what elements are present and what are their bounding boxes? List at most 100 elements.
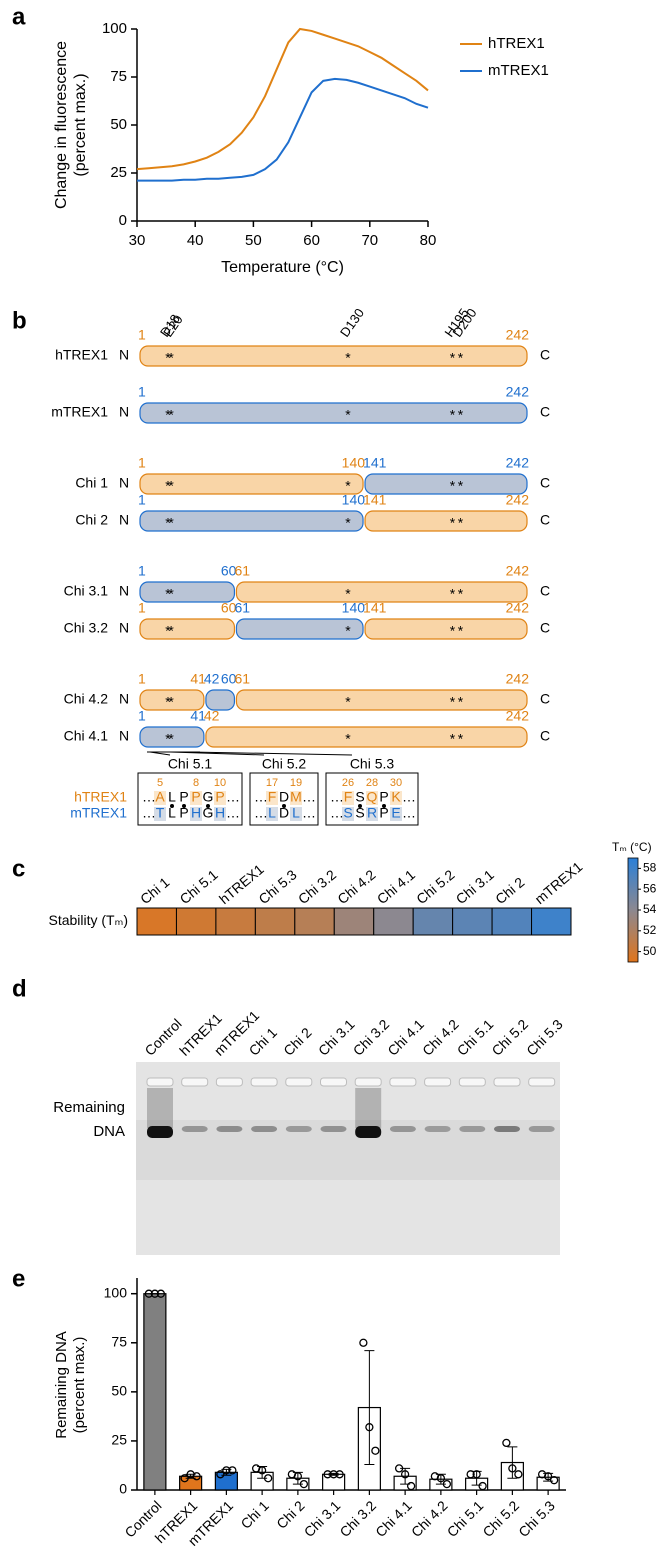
segment-start: 61	[234, 671, 250, 687]
heat-cell	[137, 908, 176, 935]
domain-segment	[365, 474, 527, 494]
residue: S	[343, 805, 352, 821]
segment-end: 242	[506, 563, 530, 579]
alignment-row-label: hTREX1	[74, 789, 127, 805]
gel-well	[529, 1078, 555, 1086]
segment-start: 1	[138, 600, 146, 616]
site-marker: *	[168, 586, 174, 602]
site-marker: *	[458, 731, 464, 747]
gel-band	[251, 1126, 277, 1132]
gel-well	[182, 1078, 208, 1086]
lane-label: Chi 5.1	[454, 1016, 497, 1059]
column-label: Chi 2	[492, 874, 527, 907]
y-axis-label: (percent max.)	[72, 73, 89, 176]
gel-band	[459, 1126, 485, 1132]
gel-well	[459, 1078, 485, 1086]
identity-dot	[182, 804, 186, 808]
site-marker: *	[450, 731, 456, 747]
residue: D	[279, 789, 289, 805]
alignment-title: Chi 5.2	[262, 756, 307, 772]
gel-smear	[147, 1088, 173, 1128]
c-terminus: C	[540, 728, 550, 744]
segment-start: 42	[204, 708, 220, 724]
ellipsis: …	[302, 805, 316, 821]
residue: H	[191, 805, 201, 821]
segment-end: 242	[506, 455, 530, 471]
gel-well	[390, 1078, 416, 1086]
lane-label: Chi 3.1	[315, 1016, 358, 1059]
colorbar	[628, 858, 638, 962]
residue: R	[367, 805, 377, 821]
site-marker: *	[345, 515, 351, 531]
figure: a b c d e 3040506070800255075100Temperat…	[0, 0, 659, 1560]
segment-end: 242	[506, 600, 530, 616]
identity-dot	[206, 804, 210, 808]
segment-end: 140	[342, 455, 366, 471]
y-tick-label: 25	[111, 1432, 127, 1448]
gel-band	[494, 1126, 520, 1132]
site-marker: *	[458, 350, 464, 366]
ellipsis: …	[254, 789, 268, 805]
y-tick-label: 75	[111, 1333, 127, 1349]
column-label: Chi 1	[137, 874, 172, 907]
construct-label: Chi 1	[75, 475, 108, 491]
segment-start: 141	[363, 600, 387, 616]
heat-cell	[532, 908, 571, 935]
x-tick-label: 60	[303, 232, 320, 249]
site-marker: *	[458, 407, 464, 423]
gel-smear	[355, 1088, 381, 1128]
y-tick-label: 50	[110, 116, 127, 133]
gel-well	[321, 1078, 347, 1086]
domain-segment	[140, 346, 527, 366]
column-label: mTREX1	[532, 858, 586, 907]
column-label: Chi 3.1	[453, 866, 497, 907]
segment-start: 61	[234, 600, 250, 616]
heat-cell	[492, 908, 531, 935]
segment-start: 1	[138, 563, 146, 579]
gel-band	[216, 1126, 242, 1132]
residue: L	[168, 789, 176, 805]
data-line	[137, 29, 428, 169]
n-terminus: N	[119, 583, 129, 599]
segment-end: 140	[342, 600, 366, 616]
site-marker: *	[168, 350, 174, 366]
heat-cell	[413, 908, 452, 935]
site-marker: *	[450, 478, 456, 494]
colorbar-title: Tₘ (°C)	[612, 840, 652, 854]
c-terminus: C	[540, 404, 550, 420]
lane-label: Chi 5.2	[488, 1016, 531, 1059]
colorbar-tick-label: 58	[643, 861, 657, 875]
x-tick-label: 50	[245, 232, 262, 249]
colorbar-tick-label: 50	[643, 944, 657, 958]
gel-well	[425, 1078, 451, 1086]
site-marker: *	[450, 350, 456, 366]
identity-dot	[382, 804, 386, 808]
panel-label: b	[12, 307, 27, 334]
segment-end: 242	[506, 384, 530, 400]
site-marker: *	[168, 478, 174, 494]
construct-label: Chi 2	[75, 512, 108, 528]
gel-band	[321, 1126, 347, 1132]
ellipsis: …	[402, 789, 416, 805]
n-terminus: N	[119, 512, 129, 528]
residue: L	[268, 805, 276, 821]
lane-label: Control	[141, 1016, 184, 1059]
gel-band	[182, 1126, 208, 1132]
site-marker: *	[450, 586, 456, 602]
site-marker: *	[450, 407, 456, 423]
residue-number: 10	[214, 777, 226, 789]
site-marker: *	[458, 515, 464, 531]
n-terminus: N	[119, 475, 129, 491]
x-tick-label: Chi 1	[237, 1497, 272, 1532]
residue: L	[292, 805, 300, 821]
residue: P	[379, 789, 388, 805]
colorbar-tick-label: 54	[643, 902, 657, 916]
data-point	[360, 1339, 367, 1346]
construct-label: Chi 4.1	[64, 728, 109, 744]
y-tick-label: 25	[110, 164, 127, 181]
column-label: Chi 5.2	[413, 866, 457, 907]
legend-label: hTREX1	[488, 35, 545, 52]
residue: G	[203, 789, 214, 805]
alignment-title: Chi 5.1	[168, 756, 213, 772]
x-tick-label: Chi 4.2	[408, 1497, 451, 1540]
